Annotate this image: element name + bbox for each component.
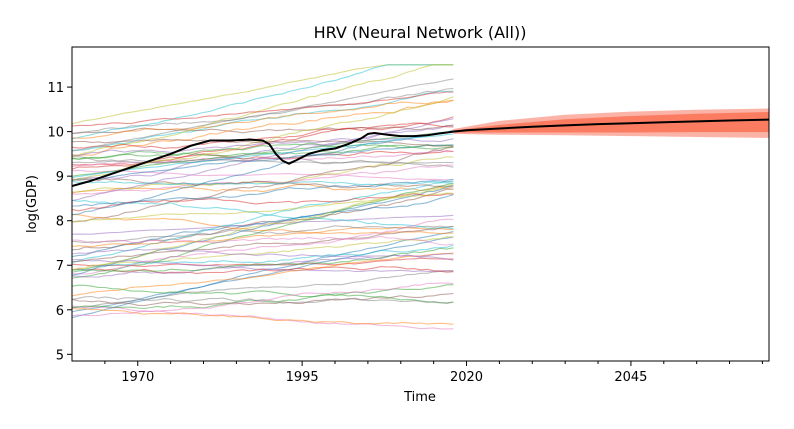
country-series-line: [72, 183, 454, 271]
x-tick-label: 2020: [450, 370, 483, 385]
country-series-line: [72, 235, 454, 246]
country-series-line: [72, 159, 454, 164]
country-series-line: [72, 125, 454, 182]
country-series-line: [72, 305, 454, 330]
y-tick-label: 7: [56, 259, 64, 274]
mean-lines: [72, 118, 769, 187]
country-series-line: [72, 131, 454, 177]
country-series-line: [72, 218, 454, 275]
country-series-line: [72, 308, 454, 325]
country-series-line: [72, 144, 454, 160]
y-axis: 5 6 7 8 9 10 11: [47, 81, 72, 363]
country-series-line: [72, 244, 454, 271]
x-axis-label: Time: [403, 390, 436, 405]
country-series-line: [72, 213, 454, 235]
country-series-line: [72, 180, 454, 186]
country-series-line: [72, 122, 454, 149]
y-tick-label: 11: [47, 81, 64, 96]
country-series-line: [72, 146, 454, 223]
country-series-line: [72, 138, 454, 147]
country-lines: [72, 64, 454, 330]
country-series-line: [72, 236, 454, 271]
country-series-line: [72, 133, 454, 179]
country-series-line: [72, 284, 454, 304]
country-series-line: [72, 99, 454, 139]
country-series-line: [72, 214, 454, 235]
country-series-line: [72, 266, 454, 275]
y-tick-label: 9: [56, 170, 64, 185]
plot-frame: [71, 46, 770, 362]
country-series-line: [72, 156, 454, 193]
y-tick-label: 6: [56, 304, 64, 319]
country-series-line: [72, 192, 454, 223]
historical-mean-line: [72, 130, 454, 187]
y-tick-label: 5: [56, 348, 64, 363]
country-series-line: [72, 137, 454, 156]
forecast-mean-line: [453, 118, 769, 133]
country-series-line: [72, 282, 454, 317]
country-series-line: [72, 295, 454, 304]
country-series-line: [72, 64, 454, 158]
country-series-line: [72, 178, 454, 264]
country-series-line: [72, 230, 454, 319]
chart-title: HRV (Neural Network (All)): [314, 23, 527, 42]
country-series-line: [72, 169, 454, 181]
plot-area: [72, 64, 769, 330]
x-axis: 1970 1995 2020 2045: [104, 361, 763, 385]
country-series-line: [72, 118, 454, 202]
x-tick-label: 1970: [121, 370, 154, 385]
country-series-line: [72, 91, 454, 127]
x-tick-label: 2045: [614, 370, 647, 385]
country-series-line: [72, 64, 454, 140]
country-series-line: [72, 78, 454, 152]
country-series-line: [72, 226, 454, 248]
country-series-line: [72, 247, 454, 273]
country-series-line: [72, 270, 454, 309]
country-series-line: [72, 199, 454, 230]
country-series-line: [72, 180, 454, 207]
country-series-line: [72, 124, 454, 135]
country-series-line: [72, 252, 454, 297]
country-series-line: [72, 225, 454, 244]
y-axis-label: log(GDP): [25, 175, 40, 233]
x-tick-label: 1995: [286, 370, 319, 385]
y-tick-label: 8: [56, 215, 64, 230]
country-series-line: [72, 225, 454, 263]
y-tick-label: 10: [47, 126, 64, 141]
